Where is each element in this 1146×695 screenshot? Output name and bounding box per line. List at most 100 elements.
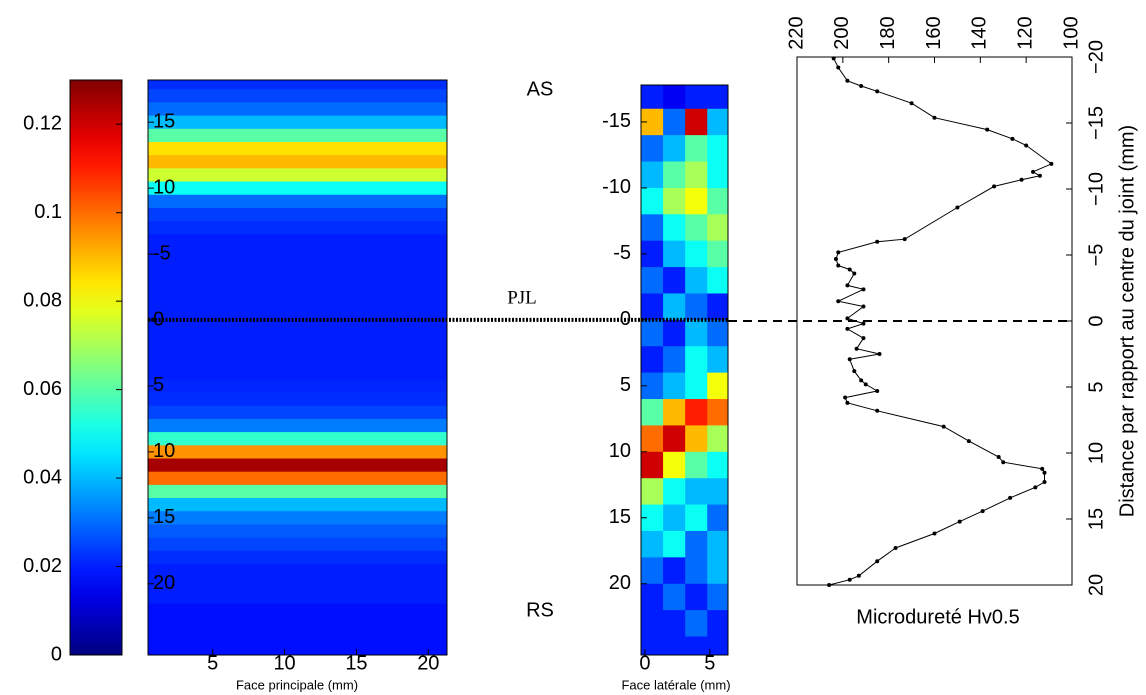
colorbar-tick-label: 0.06	[23, 378, 62, 400]
x-tick-label: 20	[417, 652, 439, 674]
profile-point	[877, 352, 882, 356]
profile-point	[836, 299, 841, 304]
heatmap-cell	[707, 108, 728, 136]
heatmap-cell	[148, 234, 447, 249]
x-axis-title: Face principale (mm)	[236, 677, 358, 692]
heatmap-cell	[707, 214, 728, 242]
heatmap-cell	[148, 405, 447, 420]
heatmap-cell	[641, 161, 664, 189]
heatmap-cell	[148, 194, 447, 209]
heatmap-cell	[685, 530, 708, 558]
y-tick-label: 10	[609, 440, 631, 462]
heatmap-cell	[148, 168, 447, 183]
heatmap-cell	[707, 161, 728, 189]
y-tick-label: 10	[153, 176, 175, 198]
heatmap-cell	[685, 399, 708, 427]
heatmap	[148, 80, 447, 655]
profile-point	[843, 395, 848, 400]
heatmap-cell	[641, 425, 664, 453]
heatmap-cell	[148, 550, 447, 565]
heatmap-cell	[148, 273, 447, 288]
heatmap-cell	[663, 293, 686, 321]
heatmap-cell	[663, 451, 686, 479]
heatmap-cell	[707, 530, 728, 558]
heatmap-cell	[685, 161, 708, 189]
profile-point	[1031, 169, 1036, 174]
heatmap-cell	[707, 478, 728, 506]
profile-point	[852, 271, 857, 276]
heatmap-cell	[685, 557, 708, 585]
heatmap-cell	[663, 108, 686, 136]
y-tick-label: −20	[1085, 40, 1107, 74]
profile-point	[980, 509, 985, 514]
heatmap-cell	[148, 207, 447, 222]
heatmap-cell	[707, 240, 728, 268]
heatmap-cell	[148, 564, 447, 578]
heatmap-cell	[641, 346, 664, 374]
heatmap-cell	[685, 187, 708, 215]
profile-point	[932, 531, 937, 536]
heatmap-cell	[641, 478, 664, 506]
y-tick-label: 10	[1085, 442, 1107, 464]
profile-point	[845, 316, 850, 321]
y-tick-label: -10	[602, 176, 631, 198]
heatmap-cell	[685, 240, 708, 268]
profile-point	[1019, 177, 1024, 182]
profile-point	[1049, 161, 1054, 166]
y-tick-label: 0	[1085, 315, 1107, 326]
profile-point	[847, 267, 852, 272]
heatmap-cell	[641, 187, 664, 215]
profile-point	[966, 439, 971, 444]
heatmap-cell	[641, 636, 664, 655]
heatmap-cell	[707, 85, 728, 110]
heatmap-cell	[148, 339, 447, 354]
heatmap-cell	[148, 181, 447, 196]
y-tick-label: 20	[153, 572, 175, 594]
heatmap-cell	[707, 267, 728, 295]
heatmap-cell	[663, 583, 686, 611]
heatmap-cell	[148, 471, 447, 486]
y-tick-label: 15	[153, 110, 175, 132]
profile-point	[854, 346, 859, 351]
heatmap-cell	[148, 577, 447, 591]
profile-point	[827, 583, 832, 587]
heatmap-cell	[148, 155, 447, 169]
heatmap-cell	[685, 135, 708, 163]
profile-point	[836, 250, 841, 255]
x-tick-label: 5	[207, 652, 218, 674]
profile-point	[902, 237, 907, 242]
heatmap-cell	[148, 141, 447, 156]
y-tick-label: 15	[153, 506, 175, 528]
heatmap-cell	[641, 583, 664, 611]
plot-frame	[640, 84, 729, 656]
profile-point	[856, 573, 861, 578]
heatmap-cell	[148, 352, 447, 367]
heatmap-cell	[148, 511, 447, 526]
profile-point	[1001, 460, 1006, 465]
heatmap-cell	[148, 537, 447, 552]
profile-point	[1040, 466, 1045, 471]
heatmap-cell	[148, 260, 447, 275]
profile-point	[859, 378, 864, 383]
heatmap-cell	[641, 557, 664, 585]
heatmap-cell	[148, 392, 447, 407]
x-tick-label: 10	[273, 652, 295, 674]
profile-point	[893, 546, 898, 551]
heatmap-cell	[641, 610, 664, 638]
colorbar	[69, 79, 123, 656]
profile-point	[847, 577, 852, 582]
heatmap-cell	[685, 425, 708, 453]
heatmap-cell	[148, 524, 447, 539]
y-tick-label: -5	[613, 242, 631, 264]
profile-point	[863, 382, 868, 387]
profile-point	[1037, 173, 1042, 178]
heatmap-cell	[148, 379, 447, 394]
profile-point	[875, 89, 880, 94]
heatmap-cell	[148, 484, 447, 499]
x-tick-label: 180	[877, 16, 899, 49]
heatmap-cell	[707, 557, 728, 585]
heatmap-cell	[148, 247, 447, 262]
y-tick-label: -15	[602, 110, 631, 132]
x-tick-label: 140	[969, 16, 991, 49]
heatmap-cell	[707, 135, 728, 163]
